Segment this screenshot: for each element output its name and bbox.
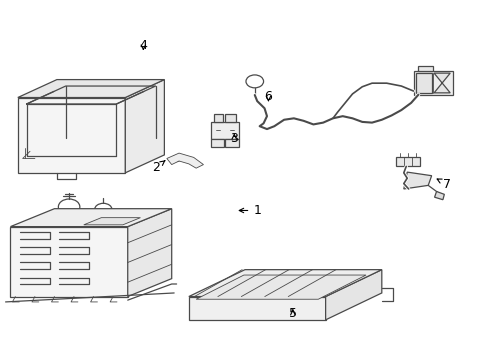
Polygon shape (416, 73, 432, 93)
Polygon shape (404, 172, 432, 189)
Text: 6: 6 (265, 90, 272, 103)
Polygon shape (189, 297, 326, 320)
Polygon shape (225, 114, 236, 122)
Polygon shape (326, 270, 382, 320)
Polygon shape (418, 66, 433, 71)
Polygon shape (211, 122, 239, 139)
Polygon shape (396, 157, 420, 166)
Text: 3: 3 (230, 132, 238, 145)
Text: 2: 2 (152, 161, 165, 174)
Text: 5: 5 (289, 307, 297, 320)
Polygon shape (10, 209, 171, 226)
Polygon shape (167, 153, 203, 168)
Polygon shape (434, 73, 450, 93)
Polygon shape (225, 139, 239, 147)
Text: 1: 1 (239, 204, 261, 217)
Polygon shape (84, 218, 141, 225)
Polygon shape (414, 71, 453, 95)
Polygon shape (435, 192, 444, 200)
Polygon shape (125, 80, 164, 173)
Polygon shape (10, 226, 128, 297)
Circle shape (172, 155, 181, 162)
Polygon shape (18, 98, 125, 173)
Polygon shape (18, 80, 164, 98)
Polygon shape (211, 139, 224, 147)
Text: 4: 4 (140, 39, 147, 52)
Polygon shape (128, 209, 172, 297)
Text: 7: 7 (437, 178, 451, 191)
Circle shape (246, 75, 264, 88)
Polygon shape (214, 114, 222, 122)
Polygon shape (189, 270, 382, 297)
Polygon shape (196, 275, 366, 299)
